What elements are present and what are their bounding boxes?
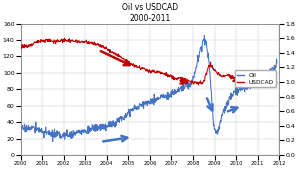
Title: Oil vs USDCAD
2000-2011: Oil vs USDCAD 2000-2011 bbox=[122, 3, 178, 23]
Legend: Oil, USDCAD: Oil, USDCAD bbox=[235, 70, 276, 87]
